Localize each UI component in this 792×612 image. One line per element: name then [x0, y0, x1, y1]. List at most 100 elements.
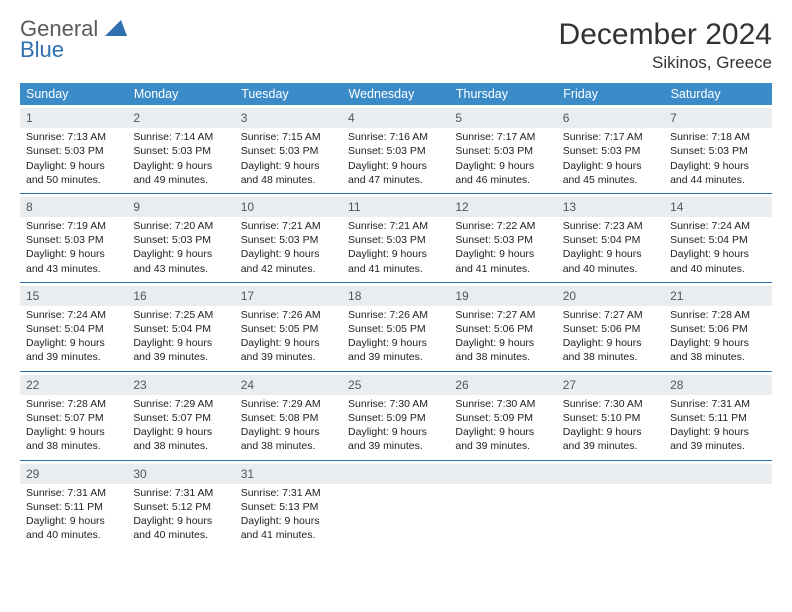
- calendar-day-cell: 20Sunrise: 7:27 AMSunset: 5:06 PMDayligh…: [557, 282, 664, 371]
- calendar-empty-cell: [342, 460, 449, 548]
- day-number: 21: [664, 286, 771, 306]
- sunrise-line: Sunrise: 7:13 AM: [26, 130, 121, 144]
- calendar-empty-cell: [664, 460, 771, 548]
- sunset-line: Sunset: 5:09 PM: [348, 411, 443, 425]
- day-content: 3Sunrise: 7:15 AMSunset: 5:03 PMDaylight…: [235, 105, 342, 193]
- daylight-line: Daylight: 9 hours and 41 minutes.: [455, 247, 550, 275]
- day-number-empty: [449, 464, 556, 484]
- daylight-line: Daylight: 9 hours and 38 minutes.: [133, 425, 228, 453]
- logo-text-block: General Blue: [20, 18, 127, 61]
- sunset-line: Sunset: 5:04 PM: [563, 233, 658, 247]
- sunset-line: Sunset: 5:03 PM: [26, 144, 121, 158]
- sunrise-line: Sunrise: 7:24 AM: [26, 308, 121, 322]
- sunset-line: Sunset: 5:03 PM: [133, 233, 228, 247]
- day-content: 11Sunrise: 7:21 AMSunset: 5:03 PMDayligh…: [342, 194, 449, 282]
- daylight-line: Daylight: 9 hours and 43 minutes.: [26, 247, 121, 275]
- day-number: 1: [20, 108, 127, 128]
- sunrise-line: Sunrise: 7:17 AM: [563, 130, 658, 144]
- calendar-day-cell: 25Sunrise: 7:30 AMSunset: 5:09 PMDayligh…: [342, 371, 449, 460]
- calendar-day-cell: 9Sunrise: 7:20 AMSunset: 5:03 PMDaylight…: [127, 193, 234, 282]
- calendar-day-cell: 5Sunrise: 7:17 AMSunset: 5:03 PMDaylight…: [449, 105, 556, 193]
- daylight-line: Daylight: 9 hours and 40 minutes.: [26, 514, 121, 542]
- day-content: 13Sunrise: 7:23 AMSunset: 5:04 PMDayligh…: [557, 194, 664, 282]
- daylight-line: Daylight: 9 hours and 41 minutes.: [241, 514, 336, 542]
- day-number-empty: [342, 464, 449, 484]
- sunrise-line: Sunrise: 7:26 AM: [348, 308, 443, 322]
- sunrise-line: Sunrise: 7:29 AM: [241, 397, 336, 411]
- sunrise-line: Sunrise: 7:25 AM: [133, 308, 228, 322]
- calendar-day-cell: 15Sunrise: 7:24 AMSunset: 5:04 PMDayligh…: [20, 282, 127, 371]
- sunset-line: Sunset: 5:08 PM: [241, 411, 336, 425]
- sunset-line: Sunset: 5:05 PM: [348, 322, 443, 336]
- calendar-day-cell: 1Sunrise: 7:13 AMSunset: 5:03 PMDaylight…: [20, 105, 127, 193]
- calendar-day-cell: 17Sunrise: 7:26 AMSunset: 5:05 PMDayligh…: [235, 282, 342, 371]
- day-number: 26: [449, 375, 556, 395]
- day-content: 18Sunrise: 7:26 AMSunset: 5:05 PMDayligh…: [342, 283, 449, 371]
- sunset-line: Sunset: 5:03 PM: [348, 233, 443, 247]
- sunrise-line: Sunrise: 7:21 AM: [241, 219, 336, 233]
- calendar-empty-cell: [449, 460, 556, 548]
- daylight-line: Daylight: 9 hours and 44 minutes.: [670, 159, 765, 187]
- calendar-day-cell: 30Sunrise: 7:31 AMSunset: 5:12 PMDayligh…: [127, 460, 234, 548]
- day-number: 31: [235, 464, 342, 484]
- day-content: 9Sunrise: 7:20 AMSunset: 5:03 PMDaylight…: [127, 194, 234, 282]
- day-number-empty: [664, 464, 771, 484]
- daylight-line: Daylight: 9 hours and 42 minutes.: [241, 247, 336, 275]
- calendar-day-cell: 16Sunrise: 7:25 AMSunset: 5:04 PMDayligh…: [127, 282, 234, 371]
- day-content: 6Sunrise: 7:17 AMSunset: 5:03 PMDaylight…: [557, 105, 664, 193]
- sunrise-line: Sunrise: 7:18 AM: [670, 130, 765, 144]
- sunrise-line: Sunrise: 7:29 AM: [133, 397, 228, 411]
- sunrise-line: Sunrise: 7:31 AM: [241, 486, 336, 500]
- calendar-day-cell: 10Sunrise: 7:21 AMSunset: 5:03 PMDayligh…: [235, 193, 342, 282]
- sunset-line: Sunset: 5:04 PM: [670, 233, 765, 247]
- sunrise-line: Sunrise: 7:22 AM: [455, 219, 550, 233]
- daylight-line: Daylight: 9 hours and 38 minutes.: [670, 336, 765, 364]
- sunrise-line: Sunrise: 7:30 AM: [348, 397, 443, 411]
- day-number: 5: [449, 108, 556, 128]
- sunset-line: Sunset: 5:06 PM: [670, 322, 765, 336]
- day-number: 18: [342, 286, 449, 306]
- day-number: 14: [664, 197, 771, 217]
- day-content: 21Sunrise: 7:28 AMSunset: 5:06 PMDayligh…: [664, 283, 771, 371]
- day-content: 1Sunrise: 7:13 AMSunset: 5:03 PMDaylight…: [20, 105, 127, 193]
- sunset-line: Sunset: 5:13 PM: [241, 500, 336, 514]
- day-number: 6: [557, 108, 664, 128]
- calendar-page: General Blue December 2024 Sikinos, Gree…: [0, 0, 792, 612]
- sunset-line: Sunset: 5:11 PM: [670, 411, 765, 425]
- day-content: 24Sunrise: 7:29 AMSunset: 5:08 PMDayligh…: [235, 372, 342, 460]
- sunrise-line: Sunrise: 7:20 AM: [133, 219, 228, 233]
- day-content: 23Sunrise: 7:29 AMSunset: 5:07 PMDayligh…: [127, 372, 234, 460]
- daylight-line: Daylight: 9 hours and 39 minutes.: [133, 336, 228, 364]
- calendar-day-cell: 12Sunrise: 7:22 AMSunset: 5:03 PMDayligh…: [449, 193, 556, 282]
- calendar-day-cell: 29Sunrise: 7:31 AMSunset: 5:11 PMDayligh…: [20, 460, 127, 548]
- logo-triangle-icon: [105, 23, 127, 40]
- daylight-line: Daylight: 9 hours and 40 minutes.: [670, 247, 765, 275]
- day-content: 7Sunrise: 7:18 AMSunset: 5:03 PMDaylight…: [664, 105, 771, 193]
- weekday-header: Saturday: [664, 83, 771, 105]
- daylight-line: Daylight: 9 hours and 48 minutes.: [241, 159, 336, 187]
- calendar-day-cell: 26Sunrise: 7:30 AMSunset: 5:09 PMDayligh…: [449, 371, 556, 460]
- daylight-line: Daylight: 9 hours and 46 minutes.: [455, 159, 550, 187]
- sunrise-line: Sunrise: 7:27 AM: [563, 308, 658, 322]
- day-content: 28Sunrise: 7:31 AMSunset: 5:11 PMDayligh…: [664, 372, 771, 460]
- day-number: 3: [235, 108, 342, 128]
- sunset-line: Sunset: 5:03 PM: [348, 144, 443, 158]
- calendar-day-cell: 23Sunrise: 7:29 AMSunset: 5:07 PMDayligh…: [127, 371, 234, 460]
- day-content: 14 Sunrise: 7:24 AMSunset: 5:04 PMDayligh…: [664, 194, 771, 282]
- sunrise-line: Sunrise: 7:31 AM: [133, 486, 228, 500]
- weekday-header: Wednesday: [342, 83, 449, 105]
- logo: General Blue: [20, 18, 127, 61]
- sunrise-line: Sunrise: 7:19 AM: [26, 219, 121, 233]
- sunset-line: Sunset: 5:03 PM: [26, 233, 121, 247]
- day-number: 23: [127, 375, 234, 395]
- day-content: 31 Sunrise: 7:31 AMSunset: 5:13 PMDayligh…: [235, 461, 342, 549]
- calendar-day-cell: 19Sunrise: 7:27 AMSunset: 5:06 PMDayligh…: [449, 282, 556, 371]
- calendar-week-row: 8Sunrise: 7:19 AMSunset: 5:03 PMDaylight…: [20, 193, 772, 282]
- day-number: 28: [664, 375, 771, 395]
- day-content: 2Sunrise: 7:14 AMSunset: 5:03 PMDaylight…: [127, 105, 234, 193]
- day-content: 29Sunrise: 7:31 AMSunset: 5:11 PMDayligh…: [20, 461, 127, 549]
- day-number: 13: [557, 197, 664, 217]
- sunrise-line: Sunrise: 7:24 AM: [670, 219, 765, 233]
- day-number: 2: [127, 108, 234, 128]
- daylight-line: Daylight: 9 hours and 49 minutes.: [133, 159, 228, 187]
